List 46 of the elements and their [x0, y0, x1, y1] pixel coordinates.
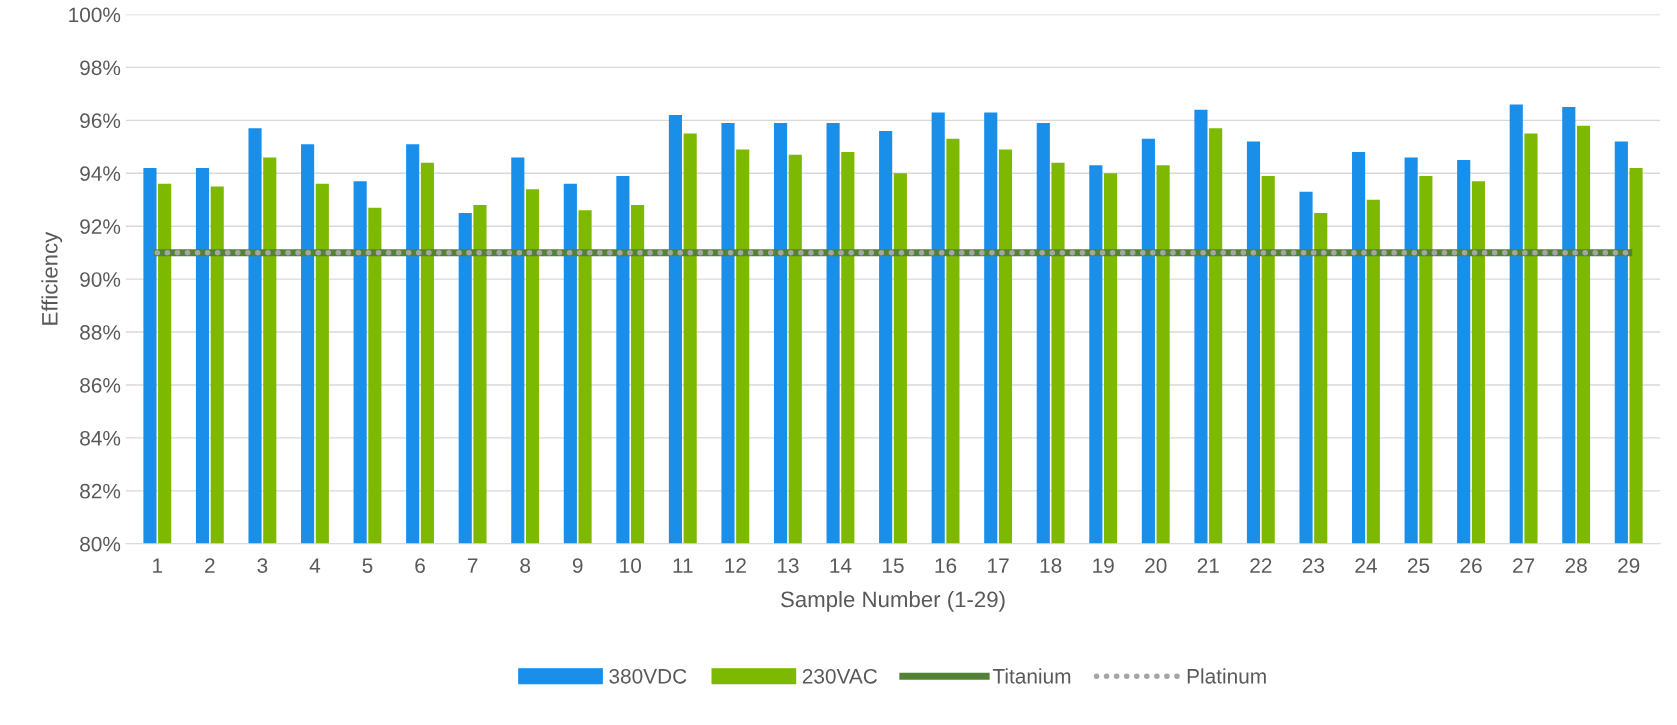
x-tick-label: 11	[673, 558, 693, 573]
x-tick-label: 16	[935, 558, 957, 573]
y-axis-title: Efficiency	[41, 231, 63, 325]
x-tick-label: 24	[1355, 558, 1377, 573]
legend-label: Titanium	[992, 668, 1071, 684]
x-tick-label: 29	[1618, 558, 1640, 573]
x-tick-label: 26	[1460, 558, 1482, 573]
y-tick-label: 96%	[80, 113, 121, 129]
x-tick-label: 22	[1250, 558, 1272, 573]
x-tick-label: 17	[988, 558, 1009, 573]
x-tick-label: 7	[467, 558, 478, 573]
y-tick-label: 84%	[80, 430, 121, 446]
x-tick-label: 2	[205, 558, 215, 573]
legend-label: 380VDC	[609, 668, 687, 684]
x-tick-label: 18	[1040, 558, 1062, 573]
y-tick-label: 90%	[80, 272, 121, 287]
x-tick-label: 8	[520, 558, 531, 573]
x-tick-label: 9	[572, 558, 583, 573]
x-tick-label: 10	[620, 558, 642, 573]
y-tick-label: 92%	[80, 219, 121, 234]
x-tick-label: 13	[777, 558, 799, 573]
x-axis-title: Sample Number (1-29)	[781, 590, 1005, 612]
x-tick-label: 6	[415, 558, 425, 573]
x-tick-label: 20	[1145, 558, 1167, 573]
y-tick-label: 94%	[80, 166, 121, 182]
x-tick-label: 1	[153, 558, 163, 573]
x-tick-label: 27	[1513, 558, 1535, 573]
y-tick-label: 86%	[80, 377, 121, 393]
y-tick-label: 80%	[80, 536, 121, 552]
x-tick-label: 23	[1302, 558, 1325, 573]
x-tick-label: 14	[830, 558, 852, 573]
x-tick-label: 19	[1093, 558, 1114, 573]
x-tick-label: 28	[1565, 558, 1587, 573]
x-tick-label: 12	[725, 558, 746, 573]
y-tick-label: 88%	[80, 325, 121, 340]
x-tick-label: 21	[1197, 558, 1219, 573]
x-tick-label: 5	[362, 558, 373, 573]
legend-label: 230VAC	[802, 668, 878, 684]
x-tick-label: 15	[883, 558, 904, 573]
x-tick-label: 3	[257, 558, 268, 573]
legend-label: Platinum	[1187, 668, 1266, 684]
y-tick-label: 82%	[80, 483, 121, 499]
x-tick-label: 25	[1407, 558, 1430, 573]
y-tick-label: 98%	[80, 60, 121, 76]
x-tick-label: 4	[309, 558, 321, 573]
y-tick-label: 100%	[69, 7, 121, 23]
